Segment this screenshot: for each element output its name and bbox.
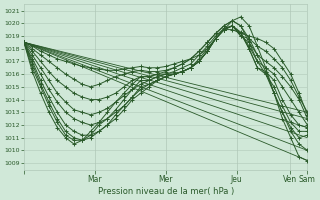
- X-axis label: Pression niveau de la mer( hPa ): Pression niveau de la mer( hPa ): [98, 187, 234, 196]
